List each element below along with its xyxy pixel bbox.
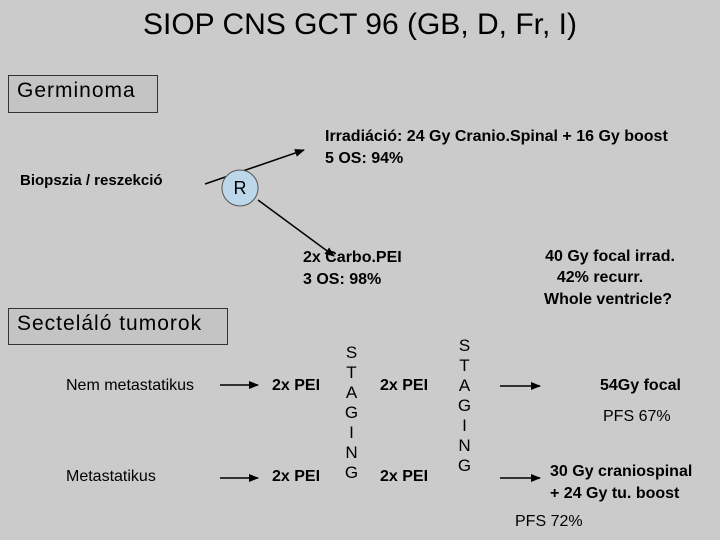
randomization: R — [234, 178, 247, 198]
row-label: Nem metastatikus — [66, 377, 195, 394]
arm-text: 2x Carbo.PEI — [303, 249, 402, 266]
therapy: 54Gy focal — [600, 377, 681, 394]
chemo: 2x PEI — [380, 377, 429, 394]
arrow — [257, 199, 335, 257]
section-heading: Secteláló tumorok — [8, 308, 228, 345]
staging: STAGING — [342, 343, 361, 483]
followup-text: Whole ventricle? — [543, 291, 673, 308]
followup-text: 42% recurr. — [556, 269, 644, 286]
arm-text: Irradiáció: 24 Gy Cranio.Spinal + 16 Gy … — [325, 128, 668, 145]
row-label: Metastatikus — [66, 468, 156, 485]
arm-text: 3 OS: 98% — [303, 271, 382, 288]
arm-text: 5 OS: 94% — [325, 150, 404, 167]
outcome: PFS 72% — [515, 513, 583, 530]
therapy: + 24 Gy tu. boost — [550, 485, 680, 502]
therapy: 30 Gy craniospinal — [550, 463, 693, 480]
staging: STAGING — [455, 336, 474, 476]
title: SIOP CNS GCT 96 (GB, D, Fr, I) — [143, 8, 577, 41]
randomization-circle — [221, 169, 259, 207]
chemo: 2x PEI — [272, 377, 321, 394]
followup-text: 40 Gy focal irrad. — [545, 248, 675, 265]
outcome: PFS 67% — [603, 408, 671, 425]
section-heading: Germinoma — [8, 75, 158, 113]
chemo: 2x PEI — [380, 468, 429, 485]
arrow — [204, 149, 305, 185]
node-label: Biopszia / reszekció — [20, 172, 163, 189]
chemo: 2x PEI — [272, 468, 321, 485]
